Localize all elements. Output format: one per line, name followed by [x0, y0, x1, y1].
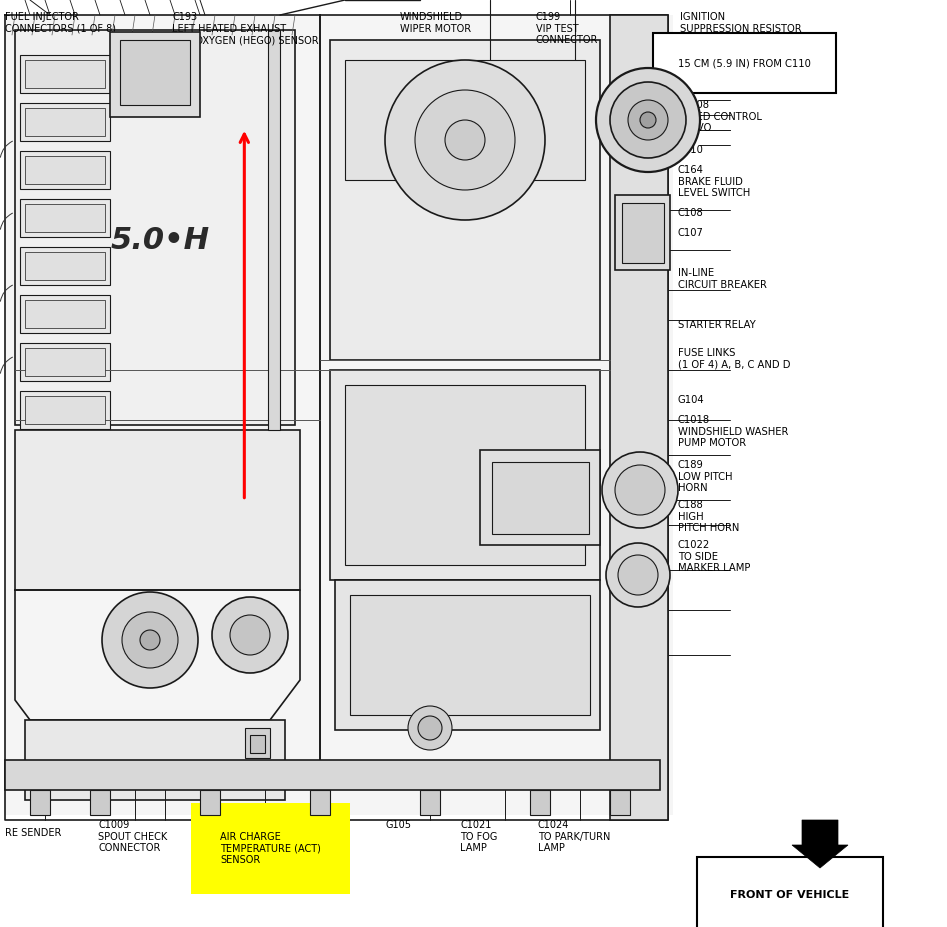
Bar — [492, 462, 589, 534]
Text: G104: G104 — [678, 395, 705, 405]
Text: 5.0•H: 5.0•H — [111, 225, 209, 255]
Bar — [200, 790, 220, 815]
Circle shape — [596, 68, 700, 172]
Text: C164
BRAKE FLUID
LEVEL SWITCH: C164 BRAKE FLUID LEVEL SWITCH — [678, 165, 750, 198]
Bar — [90, 790, 110, 815]
Text: C1022
TO SIDE
MARKER LAMP: C1022 TO SIDE MARKER LAMP — [678, 540, 750, 573]
Bar — [245, 728, 270, 758]
Bar — [15, 30, 295, 425]
Bar — [110, 32, 200, 117]
Bar — [20, 151, 110, 189]
Bar — [25, 156, 105, 184]
Bar — [25, 252, 105, 280]
Circle shape — [615, 465, 665, 515]
Circle shape — [628, 100, 668, 140]
Bar — [330, 370, 600, 580]
Bar — [268, 30, 280, 430]
Bar — [20, 55, 110, 93]
Bar — [20, 295, 110, 333]
Text: 15 CM (5.9 IN) FROM C110: 15 CM (5.9 IN) FROM C110 — [678, 58, 811, 68]
Text: RE SENDER: RE SENDER — [5, 828, 62, 838]
Circle shape — [385, 60, 545, 220]
Circle shape — [418, 716, 442, 740]
Bar — [25, 348, 105, 376]
Circle shape — [140, 630, 160, 650]
Bar — [250, 735, 265, 753]
Circle shape — [230, 615, 270, 655]
Bar — [345, 60, 585, 180]
Text: C188
HIGH
PITCH HORN: C188 HIGH PITCH HORN — [678, 500, 740, 533]
Bar — [20, 343, 110, 381]
Bar — [15, 430, 300, 590]
Bar — [25, 108, 105, 136]
Text: STARTER RELAY: STARTER RELAY — [678, 320, 756, 330]
Bar — [25, 300, 105, 328]
Circle shape — [610, 82, 686, 158]
Text: FUSE LINKS
(1 OF 4) A, B, C AND D: FUSE LINKS (1 OF 4) A, B, C AND D — [678, 348, 791, 370]
Bar — [25, 396, 105, 424]
Text: C1021
TO FOG
LAMP: C1021 TO FOG LAMP — [460, 820, 497, 853]
Bar — [25, 60, 105, 88]
Bar — [530, 790, 550, 815]
Bar — [345, 385, 585, 565]
Bar — [20, 391, 110, 429]
Bar — [610, 790, 630, 815]
Circle shape — [102, 592, 198, 688]
Bar — [20, 103, 110, 141]
Bar — [610, 15, 668, 820]
Text: FUEL INJECTOR
CONNECTORS (1 OF 8): FUEL INJECTOR CONNECTORS (1 OF 8) — [5, 12, 116, 33]
Bar — [5, 760, 660, 790]
Bar — [350, 595, 590, 715]
Text: C107: C107 — [678, 228, 704, 238]
Text: IN-LINE
CIRCUIT BREAKER: IN-LINE CIRCUIT BREAKER — [678, 268, 767, 289]
Text: FRONT OF VEHICLE: FRONT OF VEHICLE — [730, 890, 849, 900]
Bar — [30, 790, 50, 815]
Bar — [25, 204, 105, 232]
Bar — [420, 790, 440, 815]
Circle shape — [640, 112, 656, 128]
Text: IGNITION
SUPPRESSION RESISTOR: IGNITION SUPPRESSION RESISTOR — [680, 12, 801, 33]
Bar — [615, 195, 670, 270]
Bar — [622, 203, 664, 263]
Circle shape — [445, 120, 485, 160]
Text: C160: C160 — [220, 818, 245, 828]
Circle shape — [602, 452, 678, 528]
Text: C1024
TO PARK/TURN
LAMP: C1024 TO PARK/TURN LAMP — [538, 820, 611, 853]
Circle shape — [212, 597, 288, 673]
Bar — [20, 247, 110, 285]
Bar — [5, 15, 673, 815]
Text: C110: C110 — [678, 145, 704, 155]
Circle shape — [606, 543, 670, 607]
Circle shape — [618, 555, 658, 595]
Bar — [480, 450, 600, 545]
Circle shape — [415, 90, 515, 190]
Text: C199
VIP TEST
CONNECTOR: C199 VIP TEST CONNECTOR — [536, 12, 599, 45]
Text: C1009
SPOUT CHECK
CONNECTOR: C1009 SPOUT CHECK CONNECTOR — [98, 820, 168, 853]
Bar — [330, 40, 600, 360]
Text: C1018
WINDSHIELD WASHER
PUMP MOTOR: C1018 WINDSHIELD WASHER PUMP MOTOR — [678, 415, 788, 448]
Text: G105: G105 — [385, 820, 411, 830]
Text: C189
LOW PITCH
HORN: C189 LOW PITCH HORN — [678, 460, 732, 493]
Text: WINDSHIELD
WIPER MOTOR: WINDSHIELD WIPER MOTOR — [400, 12, 471, 33]
Bar — [120, 40, 190, 105]
Bar — [25, 720, 285, 800]
Text: C1008
SPEED CONTROL
SERVO: C1008 SPEED CONTROL SERVO — [678, 100, 762, 133]
Circle shape — [122, 612, 178, 668]
Bar — [20, 199, 110, 237]
PathPatch shape — [792, 820, 848, 868]
Circle shape — [408, 706, 452, 750]
Text: AIR CHARGE
TEMPERATURE (ACT)
SENSOR: AIR CHARGE TEMPERATURE (ACT) SENSOR — [220, 832, 321, 865]
Text: C108: C108 — [678, 208, 704, 218]
Bar — [310, 790, 330, 815]
Text: C193
LEFT HEATED EXHAUST
GAS OXYGEN (HEGO) SENSOR: C193 LEFT HEATED EXHAUST GAS OXYGEN (HEG… — [172, 12, 318, 45]
Bar — [335, 580, 600, 730]
